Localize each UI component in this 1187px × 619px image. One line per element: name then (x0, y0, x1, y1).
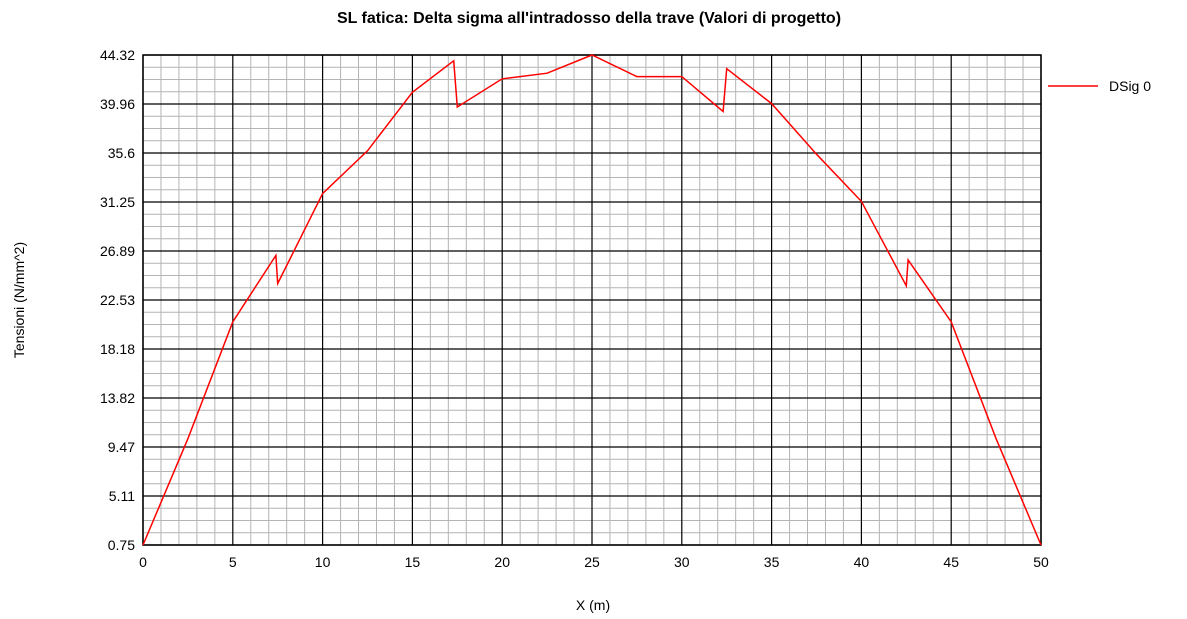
legend-label-dsig-0: DSig 0 (1109, 78, 1151, 94)
y-tick-labels: 0.75 5.11 9.47 13.82 18.18 22.53 26.89 31.25 35.… (100, 47, 135, 553)
chart-title: SL fatica: Delta sigma all'intradosso de… (337, 10, 841, 27)
x-tick-labels: 0 5 10 15 20 25 30 35 40 45 50 (139, 554, 1049, 570)
y-tick-label: 9.47 (108, 439, 135, 455)
legend: DSig 0 (1048, 78, 1151, 94)
x-tick-label: 20 (494, 554, 510, 570)
x-tick-label: 5 (229, 554, 237, 570)
y-tick-label: 5.11 (109, 488, 135, 504)
x-tick-label: 0 (139, 554, 147, 570)
x-tick-label: 10 (315, 554, 331, 570)
y-tick-label: 13.82 (100, 390, 135, 406)
x-tick-label: 30 (674, 554, 690, 570)
x-tick-label: 35 (764, 554, 780, 570)
x-axis-label: X (m) (576, 597, 610, 613)
y-tick-label: 22.53 (100, 292, 135, 308)
y-axis-label: Tensioni (N/mm^2) (11, 242, 27, 358)
x-tick-label: 40 (854, 554, 870, 570)
y-tick-label: 26.89 (100, 243, 135, 259)
y-tick-label: 35.6 (108, 145, 135, 161)
y-tick-label: 18.18 (100, 341, 135, 357)
series-line-dsig-0 (142, 54, 1042, 546)
y-tick-label: 39.96 (100, 96, 135, 112)
x-tick-label: 45 (943, 554, 959, 570)
x-tick-label: 15 (405, 554, 421, 570)
y-tick-label: 31.25 (100, 194, 135, 210)
y-tick-label: 44.32 (100, 47, 135, 63)
x-tick-label: 25 (584, 554, 600, 570)
x-tick-label: 50 (1033, 554, 1049, 570)
y-tick-label: 0.75 (108, 537, 135, 553)
